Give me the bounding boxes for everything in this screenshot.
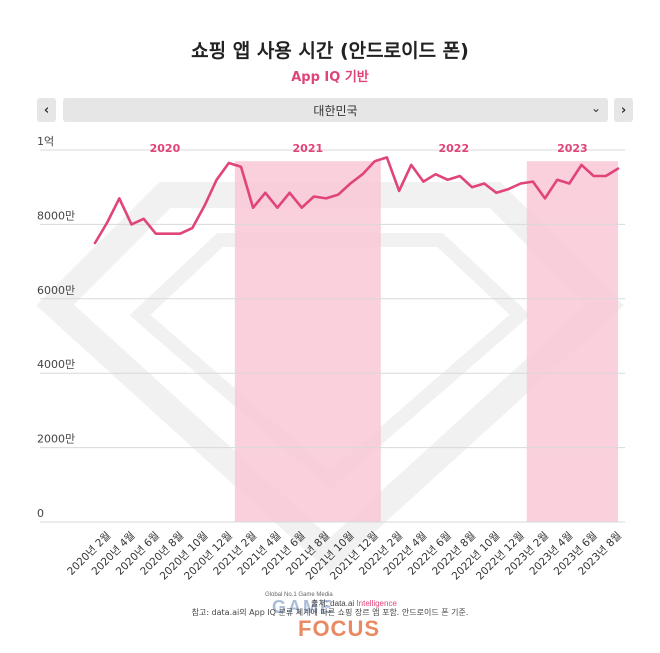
region-select-value: 대한민국 bbox=[313, 104, 358, 118]
y-tick-label: 2000만 bbox=[37, 433, 75, 446]
year-label-2022: 2022 bbox=[438, 142, 469, 155]
chart-footnote: 참고: data.ai의 App IQ 분류 체계에 따른 쇼핑 장르 앱 포함… bbox=[191, 608, 469, 617]
watermark-tagline: Global No.1 Game Media bbox=[265, 592, 333, 598]
watermark-focus-text: FOCUS bbox=[298, 616, 380, 641]
chart-title: 쇼핑 앱 사용 시간 (안드로이드 폰) bbox=[191, 40, 469, 62]
y-tick-label: 0 bbox=[37, 507, 44, 520]
chart-subtitle: App IQ 기반 bbox=[291, 70, 369, 85]
year-label-2021: 2021 bbox=[293, 142, 324, 155]
region-select[interactable]: 대한민국 ⌄ bbox=[63, 98, 608, 122]
watermark-diamond bbox=[36, 182, 624, 573]
y-tick-label: 8000만 bbox=[37, 209, 75, 222]
y-tick-label: 1억 bbox=[37, 135, 54, 148]
year-band-2021 bbox=[234, 161, 381, 522]
watermark-source: 출처: data.ai Intelligence bbox=[311, 599, 397, 608]
watermark-game-text: GAME bbox=[272, 597, 334, 617]
prev-region-button[interactable]: ‹ bbox=[37, 98, 56, 122]
series-line bbox=[93, 156, 620, 245]
chevron-down-icon: ⌄ bbox=[590, 101, 601, 115]
year-label-2020: 2020 bbox=[150, 142, 181, 155]
y-tick-label: 6000만 bbox=[37, 284, 75, 297]
chevron-right-icon: › bbox=[620, 102, 627, 118]
y-tick-label: 4000만 bbox=[37, 358, 75, 371]
year-band-2023 bbox=[526, 161, 618, 522]
year-label-2023: 2023 bbox=[557, 142, 588, 155]
next-region-button[interactable]: › bbox=[614, 98, 633, 122]
chevron-left-icon: ‹ bbox=[43, 102, 50, 118]
